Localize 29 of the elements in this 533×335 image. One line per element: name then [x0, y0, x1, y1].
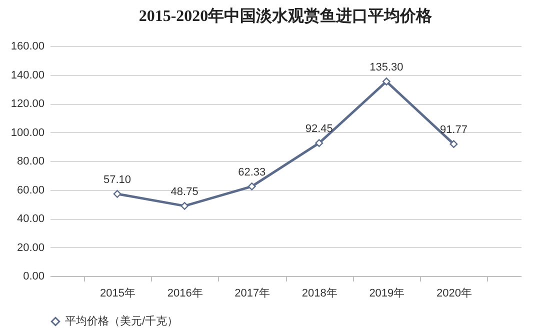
- legend-label: 平均价格（美元/千克）: [65, 314, 178, 328]
- y-tick-label: 20.00: [16, 242, 44, 254]
- y-tick-label: 0.00: [23, 270, 44, 282]
- data-label: 48.75: [170, 186, 198, 198]
- y-tick-label: 40.00: [16, 213, 44, 225]
- point: [450, 140, 458, 148]
- data-label: 62.33: [238, 166, 266, 178]
- y-tick-label: 160.00: [10, 40, 44, 52]
- x-tick-label: 2016年: [167, 288, 203, 300]
- y-tick-label: 80.00: [16, 156, 44, 168]
- point: [248, 182, 256, 190]
- data-label: 91.77: [440, 124, 468, 136]
- point: [113, 190, 122, 198]
- data-label: 57.10: [104, 174, 132, 186]
- y-tick-label: 120.00: [10, 98, 44, 110]
- chart-title: 2015-2020年中国淡水观赏鱼进口平均价格: [138, 7, 434, 25]
- x-tick-label: 2019年: [369, 288, 405, 300]
- y-tick-label: 100.00: [10, 126, 44, 139]
- data-label: 135.30: [370, 62, 404, 74]
- y-tick-label: 140.00: [10, 69, 44, 82]
- data-label: 92.45: [305, 123, 333, 136]
- x-tick-label: 2015年: [100, 288, 136, 300]
- point: [382, 78, 390, 86]
- point: [315, 139, 324, 148]
- x-tick-label: 2018年: [302, 288, 338, 300]
- x-tick-label: 2020年: [436, 288, 472, 300]
- point: [180, 202, 189, 210]
- x-tick-label: 2017年: [234, 288, 270, 300]
- y-tick-label: 60.00: [16, 184, 44, 196]
